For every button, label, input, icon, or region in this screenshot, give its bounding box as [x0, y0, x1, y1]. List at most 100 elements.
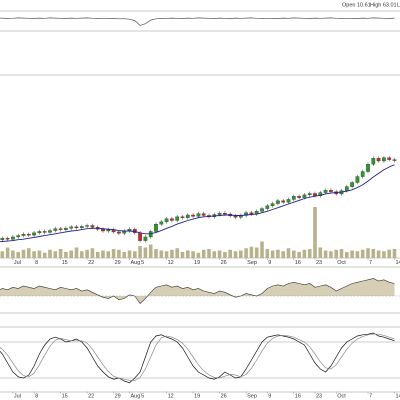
volume-bar — [191, 251, 195, 258]
volume-bar — [159, 250, 164, 258]
volume-bar — [297, 252, 301, 258]
x-tick-label: Sep — [247, 393, 257, 399]
volume-bar — [11, 250, 15, 258]
x-tick-label: Sep — [247, 260, 257, 266]
candle-body — [297, 196, 301, 198]
candle-body — [175, 216, 180, 221]
volume-bar — [106, 251, 111, 258]
x-tick-label: 19 — [194, 393, 200, 399]
candle-body — [360, 171, 365, 177]
candle-body — [64, 228, 68, 230]
volume-bar — [64, 252, 68, 258]
volume-bar — [233, 251, 238, 258]
header-high: High 63.01 — [370, 2, 397, 8]
volume-bar — [32, 251, 36, 258]
candle-body — [344, 186, 349, 191]
candle-body — [164, 218, 169, 223]
volume-bar — [27, 248, 31, 258]
x-tick-label: 26 — [221, 260, 227, 266]
indicator-line — [0, 333, 395, 381]
candle-body — [185, 214, 190, 218]
candle-body — [276, 200, 280, 204]
candle-body — [223, 213, 227, 215]
volume-bar — [85, 249, 89, 258]
candle-body — [69, 226, 74, 229]
x-tick-label: 5 — [141, 260, 144, 266]
candle-body — [11, 236, 15, 240]
volume-bar — [133, 251, 137, 258]
x-tick-label: 29 — [115, 393, 121, 399]
volume-bar — [355, 251, 360, 258]
volume-bar — [37, 250, 42, 258]
volume-bar — [69, 250, 73, 258]
x-tick-label: 15 — [62, 393, 68, 399]
x-tick-label: Aug — [131, 260, 141, 266]
volume-bar — [329, 251, 333, 258]
x-tick-label: 14 — [396, 393, 400, 399]
header-open: Open 10.61 — [342, 2, 371, 8]
candle-body — [376, 158, 381, 162]
oscillator-area — [0, 278, 395, 304]
volume-bar — [254, 247, 259, 258]
x-tick-label: 12 — [168, 393, 174, 399]
volume-bar — [239, 250, 243, 258]
candle-body — [323, 190, 328, 193]
volume-bar — [350, 250, 354, 258]
x-tick-label: 9 — [268, 393, 271, 399]
volume-bar — [154, 249, 158, 258]
candle-body — [355, 176, 360, 183]
candle-body — [387, 157, 392, 160]
indicator-line — [0, 332, 395, 384]
oscillator-line — [0, 278, 395, 304]
x-tick-label: 19 — [194, 260, 200, 266]
x-tick-label: 26 — [221, 393, 227, 399]
candle-body — [138, 232, 142, 241]
candle-body — [42, 231, 47, 233]
candle-body — [180, 216, 185, 218]
candle-body — [159, 221, 164, 225]
volume-bar — [313, 207, 317, 258]
moving-average — [0, 164, 395, 243]
x-tick-label: 23 — [316, 393, 322, 399]
candle-body — [21, 234, 26, 236]
volume-bar — [148, 244, 153, 258]
candle-body — [350, 182, 354, 187]
volume-bar — [117, 249, 121, 258]
volume-bar — [175, 248, 179, 258]
candle-body — [37, 231, 42, 233]
candle-body — [196, 213, 201, 217]
volume-bar — [74, 247, 79, 258]
volume-bar — [260, 241, 264, 258]
candle-body — [392, 159, 397, 161]
candle-body — [249, 212, 254, 215]
volume-bar — [376, 250, 381, 258]
x-tick-label: 8 — [35, 393, 38, 399]
volume-bar — [143, 247, 148, 258]
indicator-line — [0, 17, 395, 26]
candle-body — [281, 200, 286, 203]
volume-bar — [318, 247, 323, 258]
x-tick-label: 16 — [295, 393, 301, 399]
candle-body — [53, 228, 58, 231]
candle-body — [286, 199, 291, 203]
volume-bar — [302, 249, 307, 258]
candle-body — [307, 193, 312, 196]
candle-body — [313, 193, 317, 196]
volume-bar — [339, 249, 344, 258]
volume-bar — [53, 251, 58, 258]
candle-body — [291, 196, 296, 200]
candle-body — [191, 214, 195, 217]
volume-bar — [212, 251, 217, 258]
candle-body — [90, 225, 95, 228]
volume-bar — [366, 248, 370, 258]
x-tick-label: 23 — [316, 260, 322, 266]
x-tick-label: 8 — [35, 260, 38, 266]
volume-bar — [21, 249, 26, 258]
volume-bar — [138, 246, 142, 258]
candle-body — [371, 158, 376, 165]
x-tick-label: Oct — [337, 260, 346, 266]
candle-body — [85, 225, 89, 227]
candle-body — [79, 226, 84, 228]
